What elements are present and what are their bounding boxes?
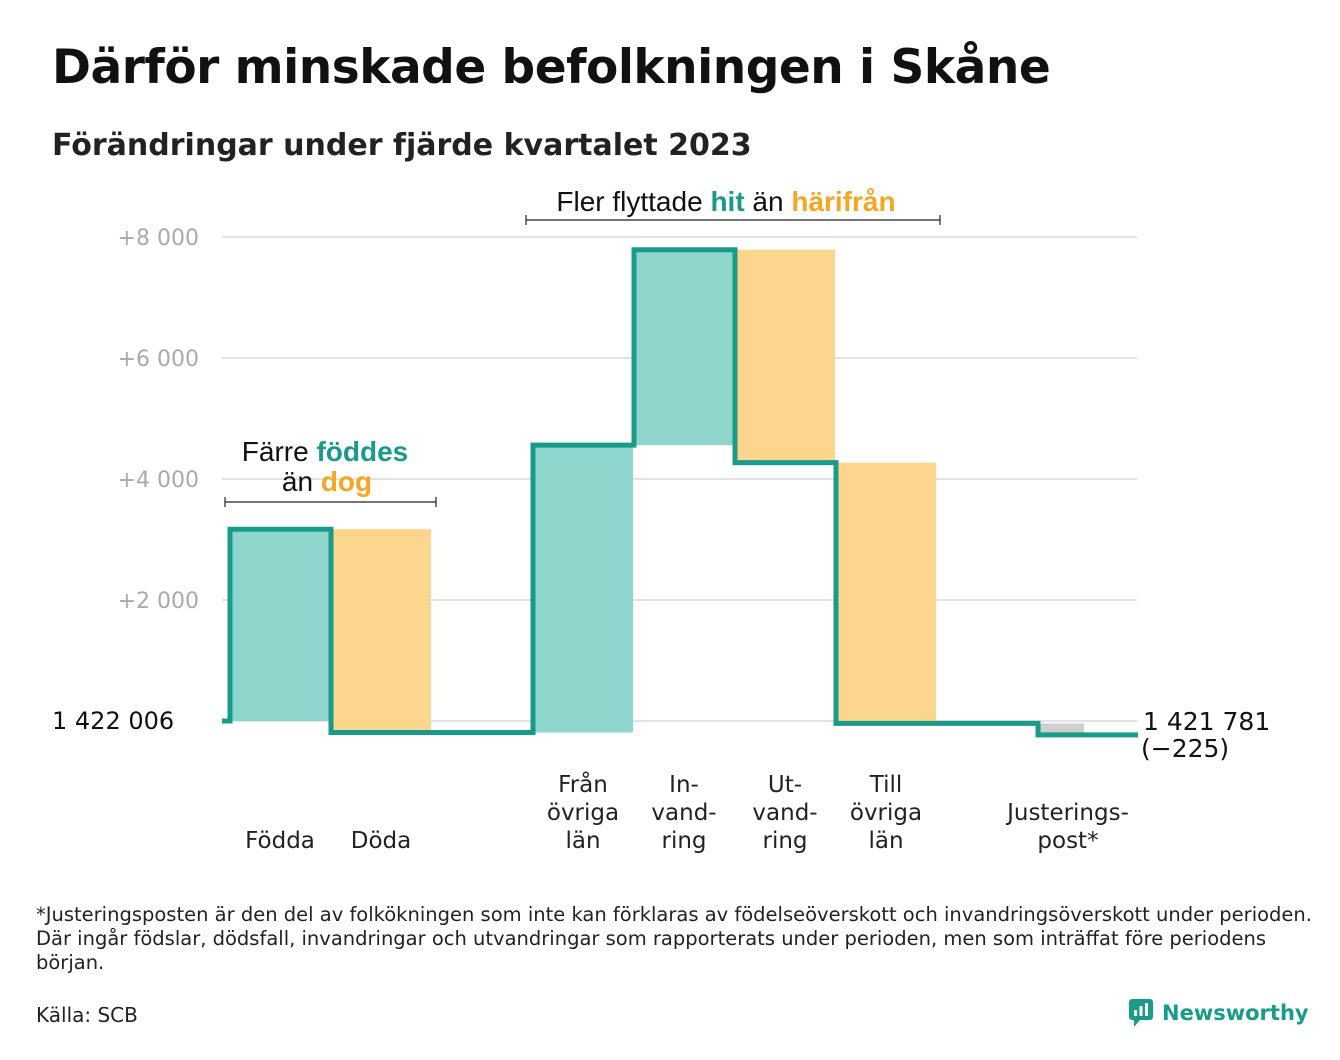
brand-name: Newsworthy [1162,1001,1309,1025]
source-text: Källa: SCB [36,1003,138,1027]
bar [735,249,835,463]
category-label: Födda [245,828,315,854]
y-tick-label: +4 000 [118,468,199,493]
chart-subtitle: Förändringar under fjärde kvartalet 2023 [52,128,752,163]
annotation-bracket-migration [525,215,941,225]
category-label: övriga [547,800,619,826]
category-label: ring [661,828,706,854]
bars [230,249,1084,735]
annotation-births-deaths-line1: Färre föddes [242,436,408,467]
bar [533,445,633,733]
annotation-migration: Fler flyttade hit än härifrån [556,186,895,217]
end-value-label: 1 421 781 [1143,707,1270,736]
start-value-label: 1 422 006 [52,707,174,735]
annotation-bracket-births-deaths [224,497,437,507]
bar [634,249,734,446]
bar [1040,723,1084,735]
brand-logo: Newsworthy [1128,998,1309,1028]
category-label: post* [1037,828,1098,854]
category-label: In- [669,772,699,798]
category-label: vand- [752,800,817,826]
category-label: vand- [651,800,716,826]
category-label: Till [869,772,903,798]
category-label: län [868,828,903,854]
bar [230,529,330,721]
category-label: Döda [351,828,411,854]
y-tick-label: +8 000 [118,226,199,251]
footnote: *Justeringsposten är den del av folkökni… [36,903,1312,974]
category-label: Ut- [768,772,802,798]
waterfall-step-line [222,247,1138,738]
category-label: Från [558,770,608,798]
annotation-births-deaths-line2: än dog [282,466,372,497]
category-label: övriga [850,800,922,826]
y-tick-label: +2 000 [118,589,199,614]
running-total-line [222,247,1138,738]
newsworthy-logo-icon [1129,999,1153,1027]
category-label: ring [762,828,807,854]
y-tick-label: +6 000 [118,347,199,372]
category-label: län [565,828,600,854]
end-change-label: (−225) [1141,734,1229,763]
category-label: Justerings- [1005,800,1129,826]
bar [836,462,936,724]
bar [331,529,431,733]
chart-title: Därför minskade befolkningen i Skåne [52,40,1051,95]
